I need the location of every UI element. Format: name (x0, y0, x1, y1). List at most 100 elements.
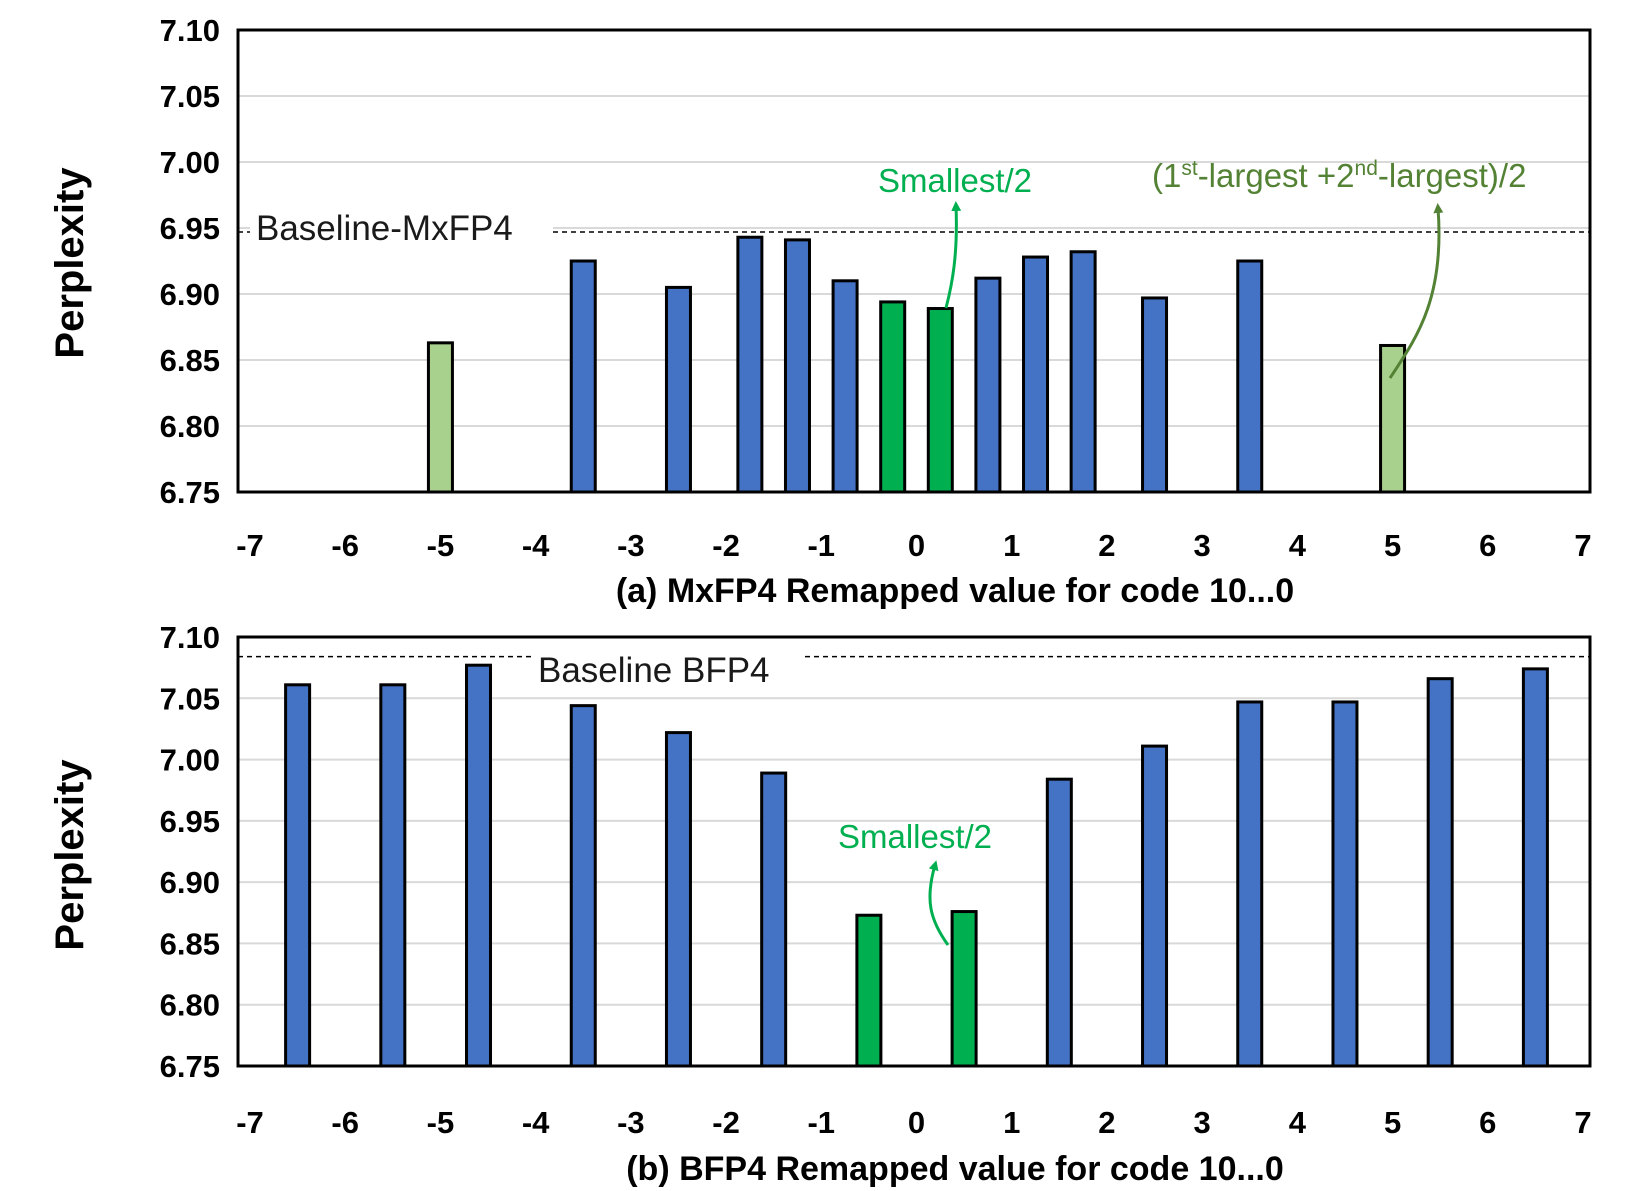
x-tick-label: 0 (908, 1105, 925, 1140)
y-tick-label: 6.95 (160, 211, 220, 246)
x-tick-label: -2 (712, 528, 740, 563)
x-tick-label: 3 (1194, 528, 1211, 563)
annotation-largest-part1: (1 (1152, 157, 1181, 194)
bar (664, 731, 692, 1068)
x-tick-label: -6 (331, 1105, 359, 1140)
bar (1331, 700, 1359, 1068)
y-tick-label: 6.85 (160, 926, 220, 961)
bar (783, 238, 811, 494)
y-tick-labels: 6.75 6.80 6.85 6.90 6.95 7.00 7.05 7.10 (160, 13, 220, 510)
y-tick-label: 7.10 (160, 620, 220, 655)
x-tick-label: -5 (427, 1105, 455, 1140)
bar (855, 913, 883, 1068)
y-tick-label: 7.00 (160, 743, 220, 778)
bar-series (426, 235, 1407, 494)
bar (1141, 296, 1169, 494)
x-tick-label: 2 (1098, 1105, 1115, 1140)
x-tick-label: -3 (617, 1105, 645, 1140)
baseline-label-bg (250, 205, 553, 249)
x-tick-label: -2 (712, 1105, 740, 1140)
bar (879, 300, 907, 494)
x-tick-label: -5 (427, 528, 455, 563)
annotation-smallest: Smallest/2 (878, 162, 1032, 199)
annotation-largest-part2: -largest +2 (1198, 157, 1355, 194)
x-tick-label: 7 (1574, 1105, 1591, 1140)
bar (1521, 667, 1549, 1068)
y-tick-label: 6.90 (160, 277, 220, 312)
chart-panel-b: 6.756.806.856.906.957.007.057.10 -7 -6 -5-… (48, 620, 1592, 1188)
bar (760, 771, 788, 1068)
y-tick-label: 7.05 (160, 681, 220, 716)
y-tick-labels: 6.75 6.80 6.85 6.90 6.95 7.00 7.05 7.10 (160, 620, 220, 1084)
bar (1045, 777, 1073, 1068)
bar (1236, 259, 1264, 494)
bar (569, 704, 597, 1068)
x-tick-label: 7 (1574, 528, 1591, 563)
bar (1069, 250, 1097, 494)
x-tick-label: -1 (807, 528, 835, 563)
baseline-label: Baseline-MxFP4 (256, 209, 513, 248)
bar-series (284, 663, 1549, 1068)
x-tick-label: -4 (522, 528, 550, 563)
y-tick-label: 6.85 (160, 343, 220, 378)
y-tick-label: 6.80 (160, 409, 220, 444)
bar (926, 307, 954, 494)
x-tick-label: -3 (617, 528, 645, 563)
bar (974, 276, 1002, 494)
x-tick-label: 6 (1479, 1105, 1496, 1140)
x-tick-labels: -7 -6 -5 -4 -3 -2 -1 0 1 2 3 4 5 6 7 (236, 528, 1591, 563)
y-tick-label: 6.80 (160, 988, 220, 1023)
x-tick-label: 1 (1003, 528, 1020, 563)
bar (1022, 255, 1050, 494)
bar (664, 285, 692, 494)
x-tick-label: -4 (522, 1105, 550, 1140)
annotation-largest-sup2: nd (1355, 157, 1378, 180)
x-tick-label: 5 (1384, 528, 1401, 563)
annotation-arrow-smallest (944, 201, 962, 309)
bar (465, 663, 493, 1068)
x-tick-label: 6 (1479, 528, 1496, 563)
chart-panel-a: 6.756.806.856.906.957.007.057.10 -7 -6 -5-… (48, 13, 1592, 610)
x-tick-label: -7 (236, 1105, 264, 1140)
x-tick-label: -1 (807, 1105, 835, 1140)
annotation-smallest: Smallest/2 (838, 818, 992, 855)
annotation-arrow-largest (1388, 203, 1444, 379)
y-tick-label: 6.90 (160, 865, 220, 900)
baseline-label: Baseline BFP4 (538, 651, 770, 690)
bar (831, 279, 859, 494)
x-tick-label: 4 (1289, 1105, 1307, 1140)
bar (950, 910, 978, 1068)
y-tick-label: 6.95 (160, 804, 220, 839)
bar (284, 683, 312, 1068)
x-axis-title: (a) MxFP4 Remapped value for code 10...0 (616, 572, 1294, 610)
y-tick-label: 7.05 (160, 79, 220, 114)
y-tick-label: 7.10 (160, 13, 220, 48)
bar (1426, 677, 1454, 1068)
annotation-largest: (1st-largest +2nd-largest)/2 (1152, 157, 1526, 194)
x-tick-label: 2 (1098, 528, 1115, 563)
bar (1236, 700, 1264, 1068)
x-axis-title: (b) BFP4 Remapped value for code 10...0 (626, 1150, 1284, 1188)
annotation-largest-sup1: st (1181, 157, 1198, 180)
annotation-largest-part3: -largest)/2 (1378, 157, 1527, 194)
bar (736, 235, 764, 494)
x-tick-label: 0 (908, 528, 925, 563)
bar (1379, 343, 1407, 494)
x-tick-label: 1 (1003, 1105, 1020, 1140)
annotation-arrow-smallest (928, 860, 950, 946)
y-axis-title: Perplexity (48, 759, 92, 951)
bar (379, 683, 407, 1068)
y-tick-label: 6.75 (160, 1049, 220, 1084)
x-tick-label: 4 (1289, 528, 1307, 563)
x-tick-label: 3 (1194, 1105, 1211, 1140)
y-tick-label: 7.00 (160, 145, 220, 180)
plot-frame (236, 635, 1592, 1068)
x-tick-label: -6 (331, 528, 359, 563)
x-tick-label: -7 (236, 528, 264, 563)
x-tick-labels: -7 -6 -5 -4 -3 -2 -1 0 1 2 3 4 5 6 7 (236, 1105, 1591, 1140)
baseline-label-bg (532, 648, 802, 690)
plot-frame (236, 28, 1592, 494)
y-tick-label: 6.75 (160, 475, 220, 510)
x-tick-label: 5 (1384, 1105, 1401, 1140)
